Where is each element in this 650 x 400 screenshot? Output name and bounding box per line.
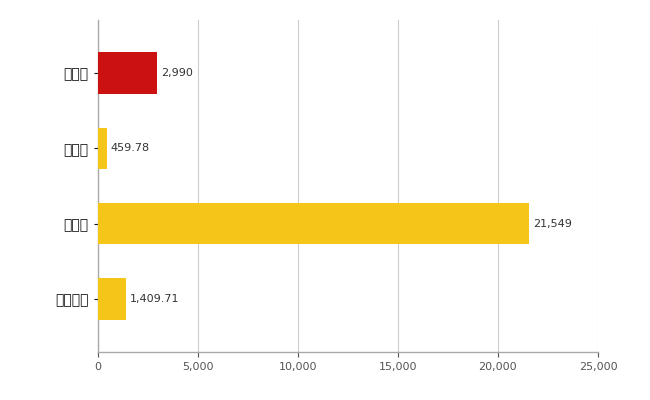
Bar	[98, 52, 157, 94]
Bar	[98, 278, 125, 320]
Text: 459.78: 459.78	[111, 143, 150, 153]
Text: 21,549: 21,549	[533, 219, 572, 229]
Bar	[98, 203, 529, 244]
Bar	[98, 128, 107, 169]
Text: 2,990: 2,990	[161, 68, 193, 78]
Text: 1,409.71: 1,409.71	[130, 294, 179, 304]
